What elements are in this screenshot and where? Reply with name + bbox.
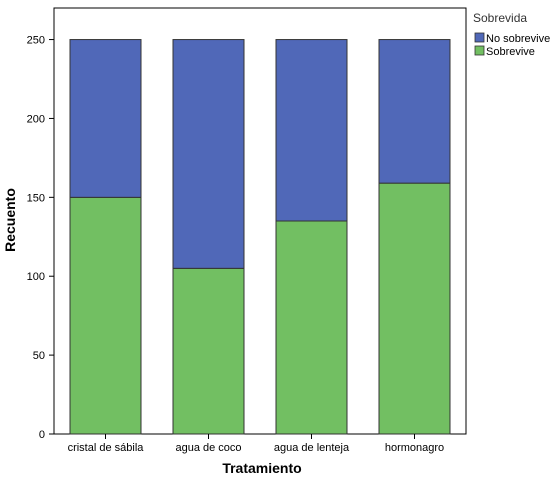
legend-swatch-no-sobrevive xyxy=(474,32,485,43)
legend-label-no-sobrevive: No sobrevive xyxy=(486,33,550,45)
x-tick-label-hormonagro: hormonagro xyxy=(385,442,444,454)
x-tick-label-agua-de-coco: agua de coco xyxy=(175,442,241,454)
y-axis: 0 50 100 150 200 250 xyxy=(27,35,54,441)
y-tick-label: 250 xyxy=(27,35,45,47)
legend-swatch-sobrevive xyxy=(474,45,485,56)
bar-hormonagro-no-sobrevive xyxy=(378,39,451,184)
y-tick-label: 100 xyxy=(27,271,45,283)
y-tick-label: 200 xyxy=(27,113,45,125)
y-tick-label: 0 xyxy=(39,429,45,441)
x-axis-title: Tratamiento xyxy=(222,460,301,476)
x-tick-label-agua-de-lenteja: agua de lenteja xyxy=(274,442,350,454)
bar-hormonagro-sobrevive xyxy=(378,182,451,435)
bar-agua-de-coco-sobrevive xyxy=(172,267,245,435)
legend-title: Sobrevida xyxy=(473,11,527,25)
y-tick-label: 150 xyxy=(27,192,45,204)
bar-cristal-de-sabila-sobrevive xyxy=(69,196,142,435)
x-tick-label-cristal-de-sabila: cristal de sábila xyxy=(68,442,145,454)
y-tick-label: 50 xyxy=(33,350,45,362)
bar-agua-de-lenteja-no-sobrevive xyxy=(275,39,348,222)
bars-group xyxy=(69,39,451,435)
bar-cristal-de-sabila-no-sobrevive xyxy=(69,39,142,198)
bar-agua-de-coco-no-sobrevive xyxy=(172,39,245,269)
legend: Sobrevida No sobrevive Sobrevive xyxy=(473,11,550,58)
x-axis: cristal de sábila agua de coco agua de len… xyxy=(68,434,444,454)
legend-label-sobrevive: Sobrevive xyxy=(486,46,535,58)
bar-agua-de-lenteja-sobrevive xyxy=(275,220,348,435)
y-axis-title: Recuento xyxy=(2,188,18,252)
